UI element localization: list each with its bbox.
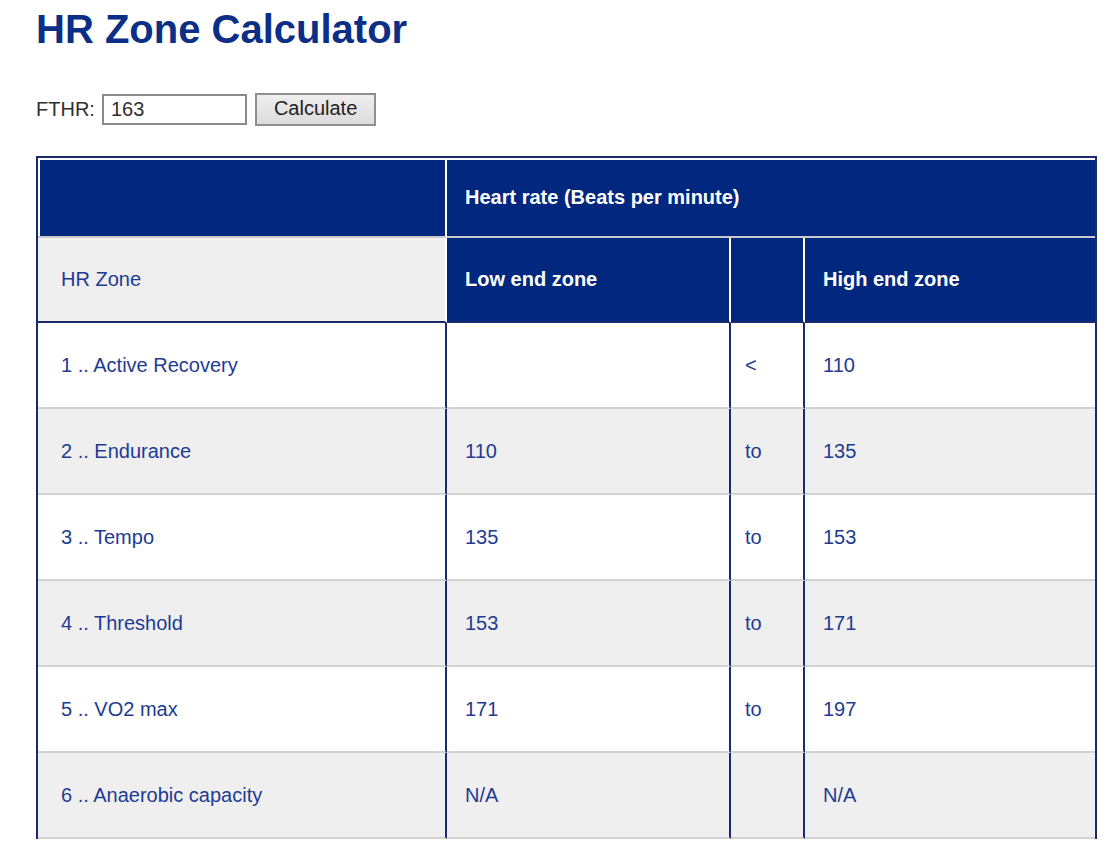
sep-header-cell <box>731 238 805 323</box>
zone-cell: 4 .. Threshold <box>38 581 447 667</box>
zone-cell: 5 .. VO2 max <box>38 667 447 753</box>
low-cell: 135 <box>447 495 731 581</box>
sep-cell: to <box>731 495 805 581</box>
sep-cell: to <box>731 409 805 495</box>
sep-cell <box>731 753 805 839</box>
high-cell: 110 <box>805 323 1095 409</box>
calculate-button[interactable]: Calculate <box>255 93 376 126</box>
blank-header-cell <box>38 158 447 238</box>
zone-header-cell: HR Zone <box>38 238 447 323</box>
high-cell: 171 <box>805 581 1095 667</box>
high-cell: 153 <box>805 495 1095 581</box>
zone-cell: 6 .. Anaerobic capacity <box>38 753 447 839</box>
low-cell: 110 <box>447 409 731 495</box>
sep-cell: to <box>731 667 805 753</box>
high-cell: N/A <box>805 753 1095 839</box>
fthr-form: FTHR: Calculate <box>36 93 1097 126</box>
low-header-cell: Low end zone <box>447 238 731 323</box>
high-cell: 197 <box>805 667 1095 753</box>
group-header-cell: Heart rate (Beats per minute) <box>447 158 1095 238</box>
low-cell: N/A <box>447 753 731 839</box>
zone-cell: 3 .. Tempo <box>38 495 447 581</box>
low-cell: 171 <box>447 667 731 753</box>
low-cell: 153 <box>447 581 731 667</box>
sep-cell: < <box>731 323 805 409</box>
zone-cell: 1 .. Active Recovery <box>38 323 447 409</box>
high-header-cell: High end zone <box>805 238 1095 323</box>
sep-cell: to <box>731 581 805 667</box>
page-title: HR Zone Calculator <box>36 6 1097 52</box>
page: HR Zone Calculator FTHR: Calculate Heart… <box>0 0 1117 851</box>
high-cell: 135 <box>805 409 1095 495</box>
fthr-label: FTHR: <box>36 98 95 121</box>
fthr-input[interactable] <box>102 94 247 125</box>
low-cell <box>447 323 731 409</box>
zone-cell: 2 .. Endurance <box>38 409 447 495</box>
hr-zone-table: Heart rate (Beats per minute) HR Zone Lo… <box>36 156 1097 839</box>
